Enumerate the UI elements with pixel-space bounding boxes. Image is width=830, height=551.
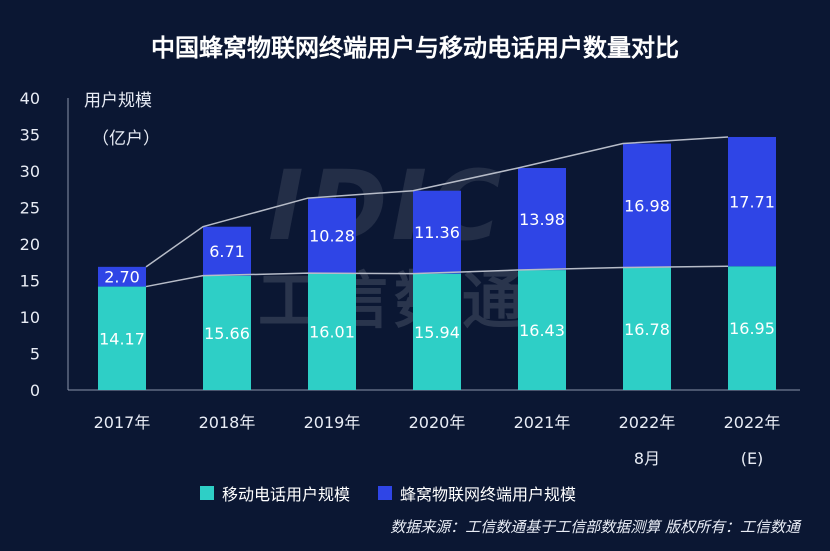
x-tick-sublabel: (E) <box>741 449 764 468</box>
data-label-mobile: 16.78 <box>624 320 670 339</box>
x-tick-label: 2021年 <box>514 413 571 432</box>
x-tick-label: 2017年 <box>94 413 151 432</box>
data-label-mobile: 15.66 <box>204 324 250 343</box>
bar-iot <box>518 168 566 271</box>
bar-mobile <box>518 270 566 390</box>
data-label-mobile: 14.17 <box>99 329 145 348</box>
legend-label-iot: 蜂窝物联网终端用户规模 <box>400 485 577 504</box>
legend-swatch-mobile <box>200 486 214 500</box>
y-tick-label: 15 <box>20 272 40 291</box>
y-tick-label: 30 <box>20 162 40 181</box>
data-label-iot: 17.71 <box>729 193 775 212</box>
bar-iot <box>203 226 251 276</box>
bar-mobile <box>203 275 251 390</box>
trend-line-total <box>145 136 729 268</box>
bar-mobile <box>98 286 146 390</box>
bar-mobile <box>413 273 461 390</box>
bar-mobile <box>623 267 671 390</box>
data-label-mobile: 15.94 <box>414 323 460 342</box>
trend-line-mobile <box>145 265 729 288</box>
bar-iot <box>413 190 461 274</box>
legend-swatch-iot <box>378 486 393 500</box>
legend-item-iot: 蜂窝物联网终端用户规模 <box>378 481 576 505</box>
x-tick-label: 2022年 <box>619 413 676 432</box>
y-tick-label: 20 <box>20 235 40 254</box>
data-label-iot: 13.98 <box>519 210 565 229</box>
data-label-iot: 16.98 <box>624 197 670 216</box>
x-tick-label: 2020年 <box>409 413 466 432</box>
bar-mobile <box>728 266 776 390</box>
bar-mobile <box>308 273 356 390</box>
y-tick-label: 35 <box>20 126 40 145</box>
y-axis-unit: （亿户） <box>92 129 160 149</box>
watermark-logo: IDIC <box>268 150 506 262</box>
data-label-iot: 10.28 <box>309 227 355 246</box>
legend: 移动电话用户规模 蜂窝物联网终端用户规模 <box>200 481 576 505</box>
y-tick-label: 40 <box>20 89 40 108</box>
bar-iot <box>308 198 356 274</box>
bar-iot <box>728 136 776 267</box>
source-note: 数据来源：工信数通基于工信部数据测算 版权所有：工信数通 <box>390 518 800 536</box>
legend-item-mobile: 移动电话用户规模 <box>200 481 350 505</box>
bar-iot <box>623 143 671 268</box>
data-label-iot: 6.71 <box>209 242 245 261</box>
y-tick-label: 25 <box>20 199 40 218</box>
x-tick-label: 2022年 <box>724 413 781 432</box>
bar-iot <box>98 266 146 287</box>
x-tick-label: 2019年 <box>304 413 361 432</box>
data-label-mobile: 16.01 <box>309 323 355 342</box>
y-tick-label: 10 <box>20 308 40 327</box>
data-label-mobile: 16.95 <box>729 319 775 338</box>
chart-title: 中国蜂窝物联网终端用户与移动电话用户数量对比 <box>151 34 679 62</box>
data-label-iot: 11.36 <box>414 223 460 242</box>
data-label-mobile: 16.43 <box>519 321 565 340</box>
x-tick-label: 2018年 <box>199 413 256 432</box>
x-tick-sublabel: 8月 <box>634 449 660 468</box>
legend-label-mobile: 移动电话用户规模 <box>222 485 351 504</box>
data-label-iot: 2.70 <box>104 268 140 287</box>
y-tick-label: 0 <box>30 381 40 400</box>
watermark-text: 工信数通 <box>258 264 531 337</box>
y-tick-label: 5 <box>30 345 40 364</box>
y-axis-label: 用户规模 <box>84 91 152 111</box>
